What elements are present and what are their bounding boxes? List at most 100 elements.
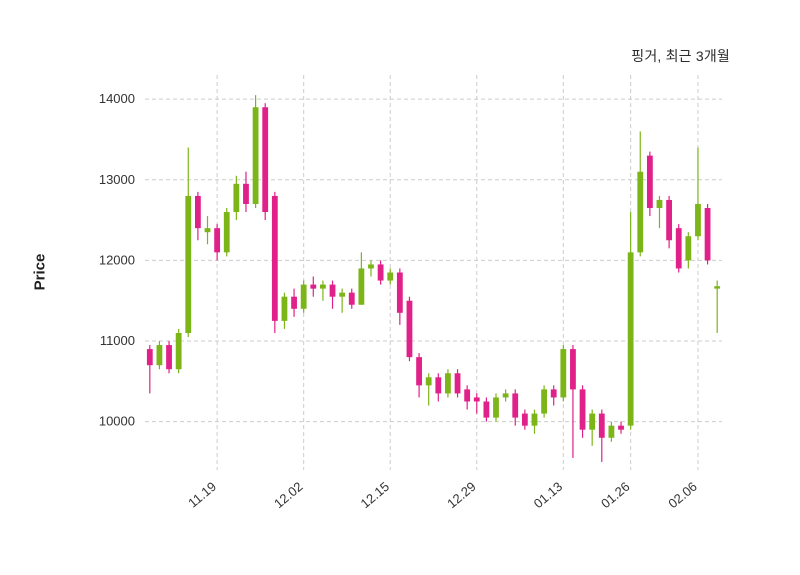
grid-layer: [145, 75, 722, 470]
candle-body: [608, 425, 615, 438]
candle-body: [271, 195, 278, 321]
x-tick-label: 12.29: [444, 479, 479, 511]
candle-body: [493, 397, 499, 418]
candle-body: [531, 413, 538, 426]
candle-body: [560, 349, 567, 398]
candle-body: [473, 397, 480, 402]
candle-down: [570, 345, 576, 458]
candle-body: [714, 286, 721, 289]
candle-up: [156, 341, 163, 370]
candle-body: [185, 195, 192, 333]
candle-body: [627, 252, 634, 426]
candle-down: [262, 103, 269, 221]
candle-body: [598, 413, 605, 438]
candle-up: [425, 373, 432, 406]
candle-body: [406, 300, 413, 358]
candle-down: [646, 151, 653, 217]
y-tick-label: 12000: [99, 252, 135, 267]
y-axis-tick-labels: 10000 11000 12000 13000 14000: [99, 91, 135, 428]
candle-body: [223, 212, 230, 253]
x-tick-label: 01.13: [531, 479, 566, 511]
candle-up: [493, 393, 499, 422]
candle-up: [637, 131, 644, 257]
candle-body: [281, 296, 288, 321]
candle-down: [214, 224, 221, 261]
candle-body: [695, 203, 701, 237]
candle-down: [243, 171, 249, 213]
candle-body: [685, 236, 692, 261]
candle-down: [618, 421, 624, 434]
y-tick-label: 11000: [100, 333, 135, 348]
candle-body: [204, 228, 211, 233]
candle-down: [598, 409, 605, 462]
candle-down: [348, 288, 355, 309]
candle-body: [368, 264, 374, 269]
x-axis-tick-labels: 11.19 12.02 12.15 12.29 01.13 01.26 02.06: [185, 479, 700, 511]
candle-up: [589, 409, 596, 446]
candle-down: [579, 385, 586, 438]
candle-up: [320, 280, 326, 301]
candle-body: [262, 107, 269, 213]
candle-body: [579, 389, 586, 430]
candle-body: [666, 199, 673, 241]
candle-body: [445, 373, 451, 394]
candle-body: [646, 155, 653, 209]
candle-body: [656, 199, 663, 209]
candle-body: [704, 208, 711, 261]
y-tick-label: 14000: [99, 91, 135, 106]
candle-body: [570, 349, 576, 390]
candle-body: [243, 183, 249, 204]
candle-body: [521, 413, 528, 426]
candle-up: [656, 195, 663, 229]
candle-body: [233, 183, 240, 213]
candle-up: [368, 260, 374, 277]
candle-body: [675, 228, 682, 269]
candle-body: [156, 345, 163, 366]
candle-body: [541, 389, 547, 414]
candle-up: [358, 252, 365, 305]
candle-body: [618, 425, 624, 430]
candle-body: [464, 389, 471, 402]
candle-down: [377, 260, 384, 285]
x-tick-label: 02.06: [665, 479, 700, 511]
candle-down: [416, 353, 422, 398]
candle-body: [320, 284, 326, 289]
candle-up: [300, 280, 307, 313]
candle-up: [339, 288, 346, 313]
chart-title: 핑거, 최근 3개월: [631, 48, 730, 64]
candle-up: [445, 369, 451, 398]
candle-down: [166, 341, 172, 374]
candle-body: [483, 401, 490, 418]
candle-body: [416, 357, 422, 386]
y-tick-label: 10000: [99, 414, 135, 429]
candle-up: [185, 147, 192, 337]
candle-down: [675, 224, 682, 273]
candle-layer: [146, 95, 721, 462]
y-axis-label: Price: [31, 253, 49, 291]
candle-down: [454, 369, 461, 398]
candle-up: [714, 280, 721, 333]
candle-body: [358, 268, 365, 305]
candle-body: [252, 107, 259, 204]
x-tick-label: 12.02: [271, 479, 306, 511]
candle-down: [512, 389, 519, 426]
candle-body: [454, 373, 461, 394]
candle-body: [550, 389, 557, 398]
candle-down: [435, 373, 442, 402]
candle-down: [194, 191, 201, 241]
candle-down: [550, 385, 557, 406]
candle-up: [223, 208, 230, 257]
candle-body: [512, 393, 519, 418]
candle-body: [194, 195, 201, 229]
candle-up: [531, 409, 538, 434]
x-tick-label: 01.26: [598, 479, 633, 511]
candle-body: [502, 393, 509, 398]
candle-body: [166, 345, 172, 370]
candle-down: [310, 276, 317, 297]
candle-down: [704, 203, 711, 265]
candle-up: [502, 389, 509, 402]
candle-up: [608, 421, 615, 442]
candle-body: [589, 413, 596, 430]
